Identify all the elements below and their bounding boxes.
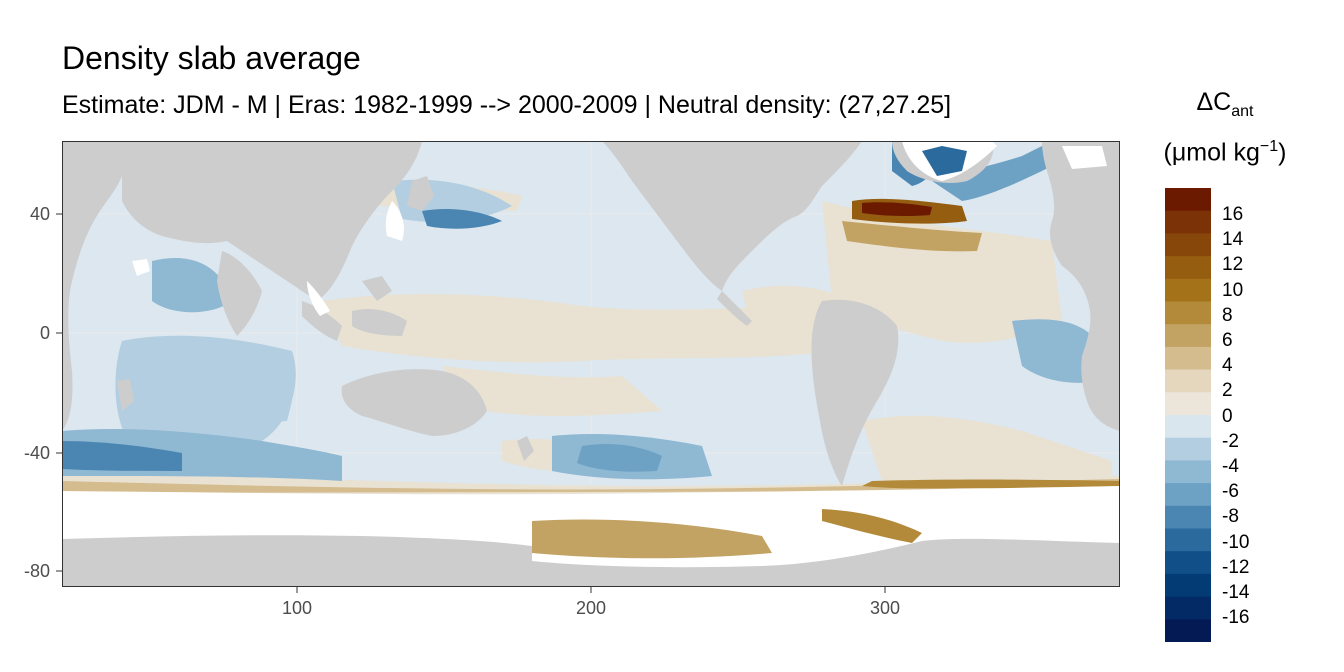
legend-label: 16 (1222, 204, 1244, 225)
legend-bin (1165, 369, 1211, 393)
chart-title: Density slab average (62, 40, 361, 76)
legend-bin (1165, 415, 1211, 439)
legend-bin (1165, 460, 1211, 484)
ross-sea-shelf (532, 519, 772, 559)
panel-border (62, 141, 1120, 587)
x-axis-ticks (296, 587, 886, 593)
x-tick-label-200: 200 (575, 598, 607, 618)
legend-label: 6 (1222, 330, 1233, 351)
y-tick-label-neg40: -40 (23, 443, 50, 463)
legend-label: -4 (1222, 456, 1239, 477)
legend-label: 10 (1222, 279, 1244, 301)
legend-label: -14 (1222, 582, 1250, 603)
legend-label: 2 (1222, 380, 1233, 402)
legend-label: -12 (1222, 556, 1250, 578)
legend-bin (1165, 392, 1211, 416)
legend-label: 4 (1222, 355, 1233, 377)
legend-label: 8 (1222, 304, 1233, 326)
x-tick-label-300: 300 (869, 598, 901, 618)
legend-unit-close: ) (1278, 138, 1287, 167)
missing-data-coastal (132, 141, 1107, 316)
legend-bin (1165, 233, 1211, 257)
legend-bin (1165, 437, 1211, 461)
legend-title-subscript: ant (1231, 103, 1254, 120)
y-tick-label-0: 0 (39, 323, 50, 343)
legend-label: -6 (1222, 481, 1239, 503)
legend-bin (1165, 324, 1211, 348)
y-tick-label-neg80: -80 (23, 561, 50, 581)
weddell-shelf (822, 509, 922, 543)
y-tick-label-40: 40 (29, 204, 50, 224)
legend-bin (1165, 278, 1211, 303)
legend-label: -16 (1222, 607, 1250, 629)
positive-anomaly-zones (62, 185, 1120, 501)
legend-bin (1165, 573, 1211, 598)
legend-title-symbol: ΔC (1196, 88, 1232, 116)
legend-bin (1165, 619, 1211, 642)
legend-bin (1165, 505, 1211, 530)
legend-bin (1165, 483, 1211, 507)
y-axis-ticks (56, 213, 62, 572)
legend-bin (1165, 256, 1211, 280)
legend-bin (1165, 596, 1211, 620)
north-atlantic-high (842, 198, 982, 252)
legend-label: 12 (1222, 254, 1244, 276)
legend-bin (1165, 210, 1211, 234)
legend-bin (1165, 528, 1211, 552)
legend-label: 0 (1222, 405, 1233, 427)
legend-title: ΔCant (1150, 88, 1300, 121)
legend-label: -2 (1222, 430, 1239, 452)
legend-unit-sup: −1 (1259, 138, 1279, 155)
legend-label: 14 (1222, 229, 1244, 251)
legend-bin (1165, 551, 1211, 575)
legend-label: -10 (1222, 531, 1250, 553)
legend-unit-main: (μmol kg (1163, 138, 1260, 167)
legend-bin (1165, 188, 1211, 212)
map-panel (62, 141, 1120, 587)
land (62, 141, 1120, 587)
legend-bin (1165, 301, 1211, 325)
map-svg (62, 141, 1120, 587)
legend-colorbar (1165, 188, 1211, 642)
chart-subtitle: Estimate: JDM - M | Eras: 1982-1999 --> … (62, 91, 952, 119)
legend-unit: (μmol kg−1) (1150, 138, 1300, 167)
x-tick-label-100: 100 (281, 598, 313, 618)
legend-label: -8 (1222, 506, 1239, 528)
legend-bin (1165, 346, 1211, 371)
negative-anomaly-zones (62, 141, 1120, 481)
